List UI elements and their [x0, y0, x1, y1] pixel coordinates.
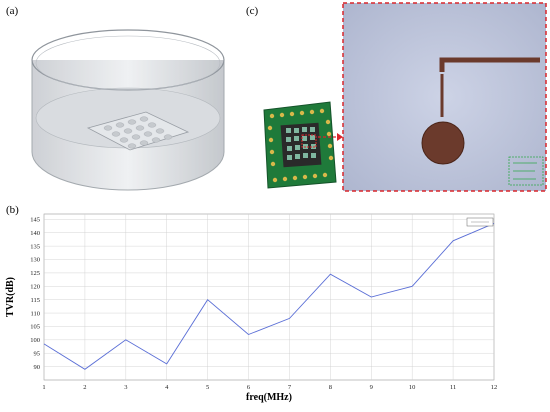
transducer-array: [86, 111, 190, 151]
y-tick-label: 95: [34, 350, 41, 357]
tank-model-render: [31, 29, 225, 191]
y-tick-label: 105: [30, 324, 40, 331]
electrode-trace: [439, 57, 540, 72]
panel-label-a: (a): [6, 5, 19, 17]
x-tick-label: 4: [165, 384, 169, 391]
x-tick-label: 8: [329, 384, 332, 391]
x-tick-label: 5: [206, 384, 209, 391]
x-tick-label: 6: [247, 384, 251, 391]
scale-annotation-box: [508, 156, 544, 186]
y-tick-label: 145: [30, 217, 40, 224]
x-tick-label: 7: [288, 384, 292, 391]
x-tick-label: 10: [409, 384, 416, 391]
x-tick-label: 2: [83, 384, 86, 391]
pcb-photo: [263, 101, 337, 189]
x-tick-label: 1: [42, 384, 45, 391]
y-tick-label: 120: [30, 283, 40, 290]
zoom-arrow: [318, 133, 343, 141]
y-tick-label: 90: [34, 364, 41, 371]
zoom-selection-box: [301, 134, 317, 148]
legend-box: [466, 217, 494, 227]
series-line: [43, 222, 495, 370]
x-tick-label: 3: [124, 384, 127, 391]
x-tick-label: 9: [370, 384, 373, 391]
y-tick-label: 135: [30, 243, 40, 250]
plot-area: [43, 213, 495, 381]
y-tick-label: 125: [30, 270, 40, 277]
y-tick-label: 115: [30, 297, 40, 304]
y-tick-label: 100: [30, 337, 40, 344]
electrode-pad: [421, 121, 465, 165]
micrograph-zoom: [342, 2, 547, 192]
x-tick-labels: 1 2 3 4 5 6 7 8 9 10 11 12: [42, 384, 497, 391]
panel-label-c: (c): [246, 5, 259, 17]
y-tick-label: 140: [30, 230, 40, 237]
y-tick-label: 130: [30, 257, 40, 264]
x-tick-label: 12: [491, 384, 498, 391]
y-tick-label: 110: [30, 310, 40, 317]
y-axis-title: TVR(dB): [5, 277, 16, 317]
x-tick-label: 11: [450, 384, 456, 391]
y-tick-labels: 90 95 100 105 110 115 120 125 130 135 140 145: [30, 217, 40, 371]
panel-label-b: (b): [6, 204, 19, 216]
x-axis-title: freq(MHz): [246, 392, 292, 403]
